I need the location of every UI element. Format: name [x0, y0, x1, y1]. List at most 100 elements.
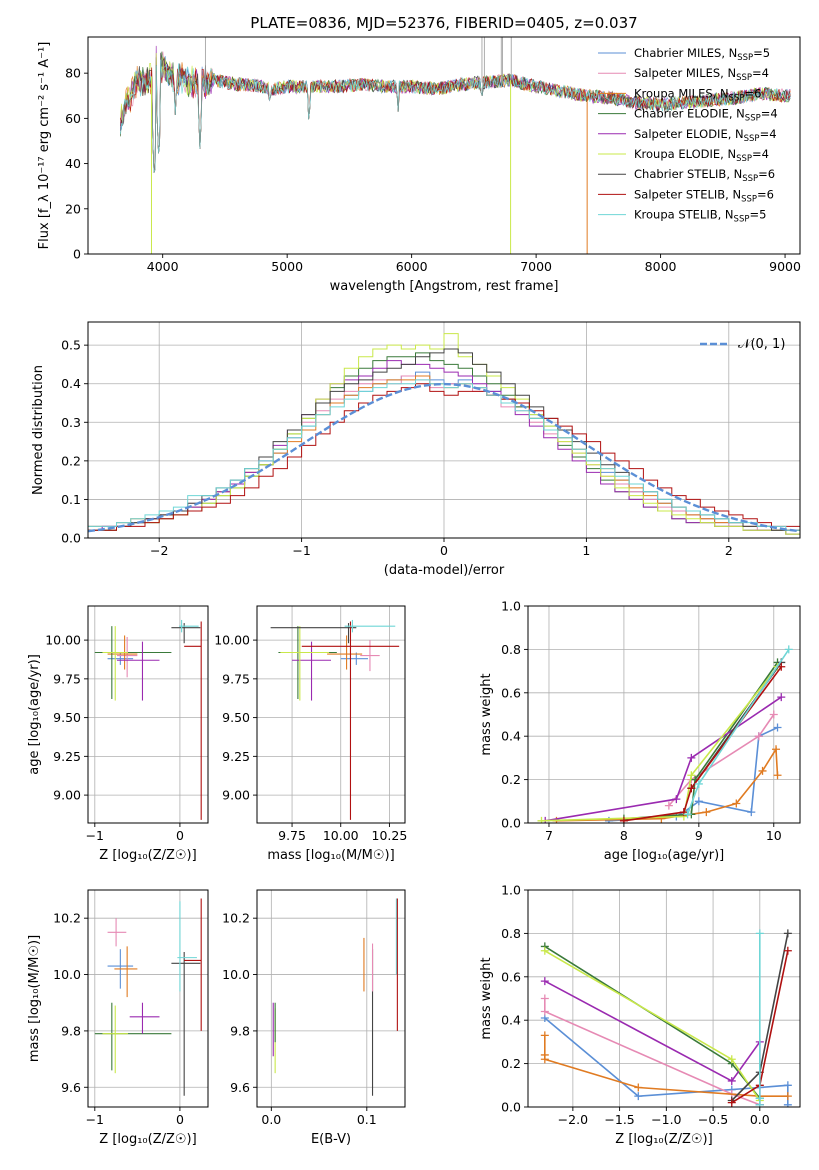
weight-marker	[769, 710, 778, 719]
x-tick-label: −1.0	[651, 1112, 681, 1127]
weight-marker	[784, 645, 793, 654]
y-tick-label: 9.00	[222, 788, 250, 803]
legend-entry: Salpeter ELODIE, NSSP=4	[634, 127, 777, 144]
weight-marker	[727, 1055, 736, 1064]
weight-line	[541, 666, 779, 822]
legend-entry: 𝒩(0, 1)	[738, 337, 785, 352]
weight-marker	[783, 1081, 792, 1090]
histogram-step	[88, 333, 800, 538]
y-tick-label: 10.2	[222, 911, 250, 926]
errorbar-point	[116, 641, 160, 701]
y-tick-label: 10.2	[53, 911, 81, 926]
y-tick-label: 0.2	[61, 453, 81, 468]
weight-marker	[773, 723, 782, 732]
y-tick-label: 0.8	[501, 926, 521, 941]
errorbar-point	[116, 637, 138, 678]
errorbar-point	[184, 621, 202, 820]
weight-marker	[777, 693, 786, 702]
weight-marker	[540, 977, 549, 986]
y-tick-label: 10.00	[45, 633, 81, 648]
y-tick-label: 1.0	[501, 883, 521, 898]
y-tick-label: 9.75	[53, 671, 81, 686]
axes-frame	[256, 605, 406, 824]
plot-area-age-vs-Z	[94, 619, 202, 820]
x-tick-label: 10.25	[372, 828, 408, 843]
weight-marker	[772, 745, 781, 754]
x-tick-label: 2	[725, 543, 733, 558]
y-tick-label: 9.8	[230, 1023, 250, 1038]
weight-marker	[755, 1100, 764, 1107]
x-tick-label: 9	[695, 828, 703, 843]
x-tick-label: 7	[545, 828, 553, 843]
plot-area-mass-vs-EBV	[272, 898, 398, 1096]
errorbar-point	[129, 1002, 160, 1034]
y-tick-label: 0.1	[61, 492, 81, 507]
y-tick-label: 9.6	[230, 1080, 250, 1095]
y-axis-label: mass [log₁₀(M/M☉)]	[27, 935, 42, 1062]
legend-entry: Chabrier MILES, NSSP=5	[634, 46, 770, 63]
weight-line	[544, 980, 761, 1105]
y-tick-label: 40	[65, 156, 81, 171]
y-tick-label: 9.75	[222, 671, 250, 686]
spectrum-line	[120, 59, 791, 173]
y-tick-label: 0.0	[501, 816, 521, 831]
weight-marker	[694, 797, 703, 806]
axes-frame	[87, 36, 801, 255]
weight-marker	[783, 929, 792, 938]
spectrum-legend: Chabrier MILES, NSSP=5 Salpeter MILES, NS…	[598, 46, 778, 225]
weight-marker	[754, 732, 763, 741]
plot-area-age-vs-mass	[270, 619, 400, 820]
y-tick-label: 9.00	[53, 788, 81, 803]
errorbar-point	[179, 619, 199, 633]
weight-line	[544, 998, 761, 1106]
weight-marker	[783, 1092, 792, 1101]
weight-marker	[683, 810, 692, 819]
errorbar-point	[94, 1002, 172, 1071]
x-axis-label: wavelength [Angstrom, rest frame]	[330, 279, 559, 294]
y-tick-label: 9.50	[53, 710, 81, 725]
y-tick-label: 0.3	[61, 415, 81, 430]
errorbar-point	[292, 641, 331, 701]
y-axis-label: Normed distribution	[31, 365, 46, 495]
x-tick-label: −1.5	[604, 1112, 634, 1127]
x-tick-label: 8	[620, 828, 628, 843]
errorbar-point	[171, 952, 201, 1096]
axes-frame	[87, 889, 209, 1108]
weight-marker	[758, 766, 767, 775]
x-axis-label: Z [log₁₀(Z/Z☉)]	[99, 1132, 196, 1147]
weight-marker	[664, 801, 673, 810]
weight-marker	[540, 994, 549, 1003]
plot-area-weight-vs-Z	[540, 929, 792, 1107]
plot-area-mass-vs-Z	[94, 898, 202, 1096]
weight-marker	[727, 1098, 736, 1107]
x-axis-label: age [log₁₀(age/yr)]	[604, 848, 725, 863]
weight-marker	[687, 784, 696, 793]
x-axis-label: Z [log₁₀(Z/Z☉)]	[615, 1132, 712, 1147]
errorbar-point	[301, 621, 400, 820]
y-tick-label: 80	[65, 66, 81, 81]
x-tick-label: 1	[582, 543, 590, 558]
y-tick-label: 0.6	[501, 969, 521, 984]
panel-spectrum: 4000 5000 6000 7000 8000 9000 0 20 40 60 80 wavelen…	[37, 36, 801, 294]
y-tick-label: 9.50	[222, 710, 250, 725]
x-axis-label: mass [log₁₀(M/M☉)]	[267, 848, 394, 863]
y-tick-label: 20	[65, 201, 81, 216]
plot-area-spectrum	[120, 37, 791, 254]
x-tick-label: −1	[86, 828, 104, 843]
plot-area-weight-vs-age	[537, 645, 793, 823]
x-tick-label: −1	[292, 543, 310, 558]
y-axis-label: age [log₁₀(age/yr)]	[27, 654, 42, 775]
x-tick-label: 9.75	[278, 828, 306, 843]
weight-marker	[619, 816, 628, 823]
legend-entry: Chabrier STELIB, NSSP=6	[634, 167, 775, 184]
weight-marker	[540, 1031, 549, 1040]
weight-marker	[694, 779, 703, 788]
y-tick-label: 9.8	[61, 1023, 81, 1038]
errorbar-point	[102, 1005, 128, 1074]
errorbar-point	[114, 946, 138, 998]
legend-entry: Salpeter STELIB, NSSP=6	[634, 187, 774, 204]
x-axis-label: Z [log₁₀(Z/Z☉)]	[99, 848, 196, 863]
y-tick-label: 1.0	[501, 599, 521, 614]
y-tick-label: 0.2	[501, 1056, 521, 1071]
plot-area-residuals	[88, 333, 800, 538]
